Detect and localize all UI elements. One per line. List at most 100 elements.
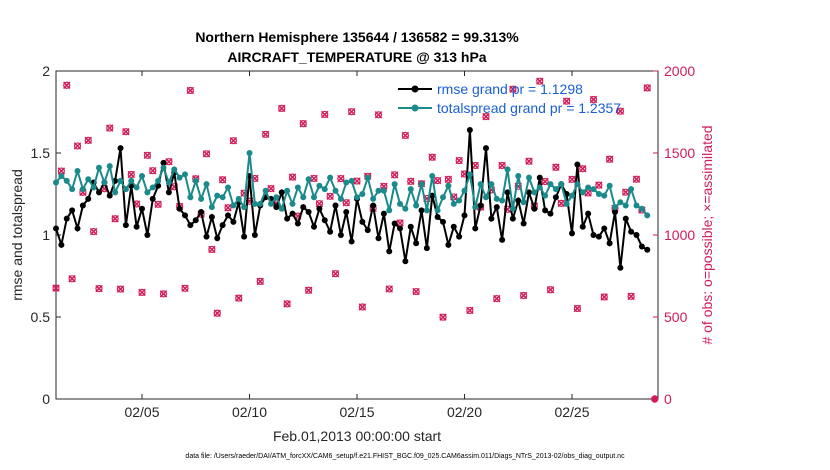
obs-assimilated-marker bbox=[208, 245, 216, 254]
totalspread-point bbox=[208, 204, 215, 211]
chart-title: Northern Hemisphere 135644 / 136582 = 99… bbox=[195, 29, 519, 45]
rmse-point bbox=[526, 189, 532, 196]
obs-possible-marker bbox=[348, 108, 356, 116]
totalspread-point bbox=[176, 174, 183, 181]
rmse-point bbox=[440, 218, 446, 225]
totalspread-point bbox=[354, 194, 360, 201]
rmse-point bbox=[574, 161, 581, 168]
y2-tick-label: 500 bbox=[664, 309, 688, 325]
totalspread-point bbox=[278, 205, 285, 212]
rmse-point bbox=[63, 215, 70, 222]
axis-ticks: 02/05 02/10 02/15 02/20 02/25 0 0.5 1 1.5 2 0 500 10… bbox=[31, 63, 696, 420]
y-tick-label: 2 bbox=[42, 63, 50, 79]
totalspread-point bbox=[203, 181, 210, 188]
obs-assimilated-marker bbox=[159, 290, 168, 298]
totalspread-point bbox=[585, 184, 592, 191]
obs-assimilated-marker bbox=[605, 155, 614, 163]
totalspread-point bbox=[192, 177, 199, 184]
totalspread-point bbox=[380, 187, 387, 194]
rmse-point bbox=[192, 217, 199, 224]
obs-possible-marker bbox=[616, 107, 624, 115]
series-lines bbox=[53, 127, 651, 271]
obs-assimilated-marker bbox=[353, 177, 361, 185]
obs-assimilated-marker bbox=[589, 95, 598, 104]
obs-assimilated-marker bbox=[616, 107, 625, 115]
obs-possible-marker bbox=[305, 286, 313, 294]
totalspread-point bbox=[483, 194, 489, 201]
obs-possible-marker bbox=[149, 167, 157, 175]
totalspread-point bbox=[418, 181, 425, 188]
totalspread-point bbox=[450, 200, 457, 207]
obs-possible-marker bbox=[111, 215, 119, 223]
totalspread-point bbox=[214, 192, 221, 199]
obs-possible-marker bbox=[278, 104, 286, 112]
y2-tick-label: 1500 bbox=[664, 145, 695, 161]
obs-assimilated-marker bbox=[89, 227, 98, 236]
totalspread-point bbox=[284, 187, 291, 194]
rmse-point bbox=[536, 174, 543, 181]
obs-possible-marker bbox=[595, 181, 603, 189]
rmse-point bbox=[423, 245, 430, 252]
totalspread-point bbox=[273, 194, 280, 201]
obs-assimilated-marker bbox=[278, 104, 286, 113]
totalspread-point bbox=[90, 184, 97, 191]
rmse-point bbox=[203, 233, 210, 240]
rmse-point bbox=[284, 215, 291, 222]
obs-possible-marker bbox=[374, 111, 383, 119]
totalspread-point bbox=[547, 181, 554, 188]
obs-possible-marker bbox=[262, 130, 270, 138]
totalspread-point bbox=[391, 181, 398, 188]
obs-assimilated-marker bbox=[525, 157, 533, 165]
obs-possible-marker bbox=[138, 288, 146, 296]
rmse-point bbox=[348, 238, 355, 245]
obs-possible-marker bbox=[552, 163, 560, 171]
obs-possible-marker bbox=[407, 177, 415, 185]
totalspread-point bbox=[316, 182, 323, 189]
totalspread-point bbox=[311, 194, 317, 201]
totalspread-point bbox=[225, 184, 231, 191]
rmse-point bbox=[391, 220, 398, 227]
obs-possible-marker bbox=[606, 155, 614, 163]
obs-possible-marker bbox=[73, 142, 82, 150]
obs-assimilated-marker bbox=[73, 142, 82, 150]
obs-possible-marker bbox=[127, 170, 135, 179]
rmse-point bbox=[106, 192, 113, 199]
obs-assimilated-marker bbox=[433, 176, 442, 185]
obs-assimilated-marker bbox=[428, 153, 436, 161]
obs-possible-marker bbox=[95, 285, 103, 293]
obs-assimilated-marker bbox=[321, 110, 329, 119]
rmse-point bbox=[407, 223, 414, 230]
obs-possible-marker bbox=[525, 157, 533, 165]
obs-possible-marker bbox=[219, 176, 227, 184]
totalspread-point bbox=[515, 172, 522, 179]
rmse-point bbox=[542, 207, 549, 214]
obs-possible-marker bbox=[541, 177, 549, 186]
rmse-point bbox=[230, 218, 237, 225]
obs-assimilated-marker bbox=[106, 124, 114, 132]
rmse-point bbox=[456, 233, 463, 240]
rmse-point bbox=[397, 225, 403, 232]
obs-assimilated-marker bbox=[584, 189, 592, 197]
obs-possible-marker bbox=[154, 200, 162, 208]
obs-assimilated-marker bbox=[235, 294, 243, 302]
totalspread-point bbox=[359, 191, 366, 197]
obs-assimilated-marker bbox=[149, 166, 157, 175]
rmse-point bbox=[149, 195, 156, 202]
obs-possible-marker bbox=[589, 95, 598, 104]
rmse-point bbox=[633, 232, 640, 238]
rmse-point bbox=[300, 204, 307, 211]
obs-possible-marker bbox=[568, 175, 576, 184]
obs-possible-marker bbox=[331, 270, 340, 278]
obs-assimilated-marker bbox=[557, 199, 565, 208]
totalspread-point bbox=[289, 200, 296, 207]
obs-assimilated-marker bbox=[439, 313, 447, 321]
obs-assimilated-marker bbox=[374, 111, 383, 119]
totalspread-point bbox=[612, 204, 618, 211]
obs-assimilated-marker bbox=[127, 170, 135, 179]
totalspread-point bbox=[364, 174, 371, 181]
totalspread-point bbox=[69, 186, 76, 193]
obs-assimilated-marker bbox=[412, 287, 420, 296]
totalspread-point bbox=[85, 176, 92, 183]
rmse-point bbox=[117, 145, 124, 152]
rmse-point bbox=[585, 210, 592, 217]
